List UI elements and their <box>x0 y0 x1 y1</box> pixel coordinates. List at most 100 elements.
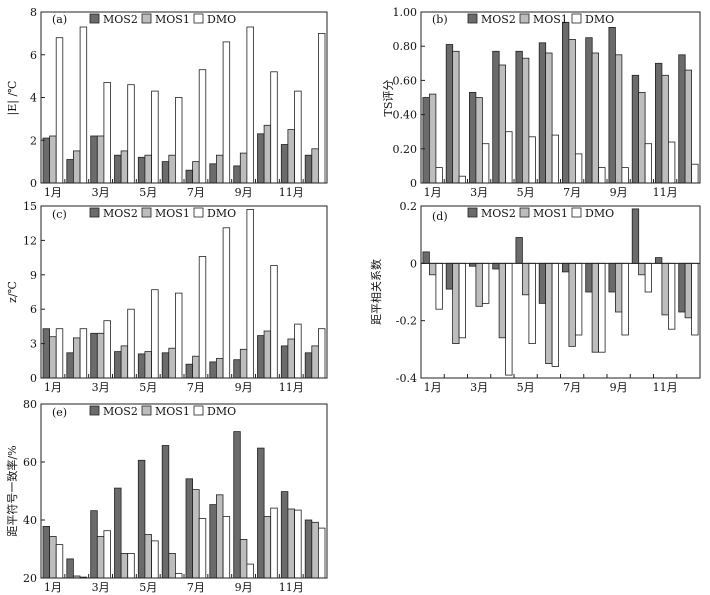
panel-label: (c) <box>52 208 67 221</box>
bar-dmo-10 <box>270 71 278 184</box>
bar-dmo-8 <box>598 262 606 353</box>
bar-mos2-10 <box>257 133 265 184</box>
legend-swatch-dmo <box>193 207 204 218</box>
bar-mos2-7 <box>562 21 570 184</box>
bar-mos2-3 <box>90 510 98 579</box>
y-tick-label: 6 <box>30 303 37 316</box>
bar-mos1-7 <box>568 39 576 184</box>
bar-mos2-5 <box>137 459 146 579</box>
x-tick-label: 5月 <box>517 186 535 199</box>
bar-dmo-3 <box>103 320 111 379</box>
bar-mos2-9 <box>608 262 616 293</box>
bar-dmo-8 <box>222 227 231 379</box>
bar-mos2-2 <box>66 352 74 379</box>
y-tick-label: 12 <box>23 234 37 247</box>
bar-mos2-12 <box>304 519 313 579</box>
bar-mos2-3 <box>90 332 98 379</box>
bar-mos1-8 <box>591 262 599 353</box>
legend-swatch-mos2 <box>467 207 478 218</box>
legend-swatch-mos1 <box>141 207 152 218</box>
y-tick-label: 0.20 <box>393 143 418 156</box>
bar-mos2-12 <box>304 154 313 184</box>
bar-mos1-1 <box>49 536 57 579</box>
y-tick-label: 0.2 <box>400 200 418 213</box>
bar-mos2-12 <box>678 54 686 184</box>
panel-label: (a) <box>52 13 67 26</box>
bar-mos1-11 <box>287 129 295 184</box>
bar-dmo-5 <box>151 289 159 379</box>
x-tick-label: 11月 <box>279 186 304 199</box>
x-tick-label: 5月 <box>517 381 535 394</box>
bar-mos1-12 <box>684 262 692 319</box>
bar-mos2-1 <box>42 137 50 184</box>
bar-mos2-2 <box>66 159 74 184</box>
bar-mos2-7 <box>185 169 193 184</box>
y-axis-label: TS评分 <box>382 80 395 117</box>
bar-dmo-4 <box>127 553 135 579</box>
bar-mos1-10 <box>638 262 646 276</box>
bar-dmo-8 <box>222 41 231 184</box>
bar-dmo-7 <box>198 518 207 579</box>
bar-dmo-10 <box>270 265 278 379</box>
bar-dmo-1 <box>55 544 64 579</box>
bar-mos2-3 <box>90 135 98 184</box>
legend-swatch-dmo <box>193 13 204 24</box>
bar-dmo-7 <box>575 153 583 184</box>
x-tick-label: 7月 <box>563 381 581 394</box>
bar-dmo-12 <box>317 33 326 184</box>
bar-mos1-6 <box>545 52 553 184</box>
legend-label-mos1: MOS1 <box>155 405 190 418</box>
bar-mos2-4 <box>492 262 500 270</box>
y-tick-label: 40 <box>23 514 37 527</box>
legend-swatch-mos1 <box>141 405 152 416</box>
bar-dmo-6 <box>174 573 183 579</box>
bar-mos2-2 <box>445 262 454 290</box>
bar-dmo-5 <box>528 136 536 184</box>
y-tick-label: 15 <box>23 200 37 213</box>
bar-mos2-8 <box>209 361 217 379</box>
bar-mos2-4 <box>114 154 122 184</box>
panel-a: 0 2 4 6 8 1月 3月 5月 7月 9月 11月 (a) MOS2 MOS1 DMO |E| /℃ <box>6 6 328 199</box>
panel-label: (b) <box>432 13 448 26</box>
bar-dmo-1 <box>435 167 443 184</box>
bar-mos2-1 <box>422 251 430 264</box>
bar-mos2-11 <box>280 144 289 184</box>
bar-mos2-12 <box>304 352 313 379</box>
bar-mos2-8 <box>585 37 593 184</box>
x-tick-label: 1月 <box>44 186 62 199</box>
bar-dmo-11 <box>668 141 676 184</box>
bar-mos2-1 <box>42 526 50 579</box>
x-tick-label: 5月 <box>139 186 157 199</box>
x-tick-label: 5月 <box>139 581 157 594</box>
bar-mos2-3 <box>468 92 477 184</box>
bar-mos1-8 <box>215 154 224 184</box>
bar-mos1-3 <box>96 332 105 379</box>
bar-mos2-10 <box>631 74 640 184</box>
bar-mos1-12 <box>311 521 319 579</box>
bar-dmo-11 <box>294 90 302 184</box>
bar-mos2-2 <box>66 558 74 579</box>
bar-dmo-6 <box>174 292 183 379</box>
bar-mos1-11 <box>287 508 295 579</box>
x-tick-label: 1月 <box>424 381 442 394</box>
bar-mos2-4 <box>114 351 122 379</box>
legend-label-mos2: MOS2 <box>103 13 138 26</box>
bar-mos1-2 <box>452 50 460 184</box>
bar-dmo-3 <box>481 262 490 304</box>
y-tick-label: -0.2 <box>396 315 417 328</box>
bar-mos2-11 <box>655 62 663 184</box>
legend-label-mos2: MOS2 <box>481 13 516 26</box>
bar-dmo-4 <box>505 131 513 184</box>
legend-swatch-mos2 <box>89 207 100 218</box>
panel-b: 0 0.20 0.40 0.60 0.80 1.00 1月 3月 5月 7月 9月 11月 (b) MOS… <box>382 6 701 199</box>
y-tick-label: 2 <box>30 134 37 147</box>
y-tick-label: 0.80 <box>393 40 418 53</box>
bar-mos2-8 <box>209 504 217 579</box>
bar-dmo-4 <box>127 84 135 184</box>
x-tick-label: 7月 <box>563 186 581 199</box>
legend-label-mos1: MOS1 <box>155 207 190 220</box>
bar-dmo-12 <box>691 262 699 336</box>
bar-dmo-9 <box>621 167 629 184</box>
bar-dmo-11 <box>668 262 676 330</box>
